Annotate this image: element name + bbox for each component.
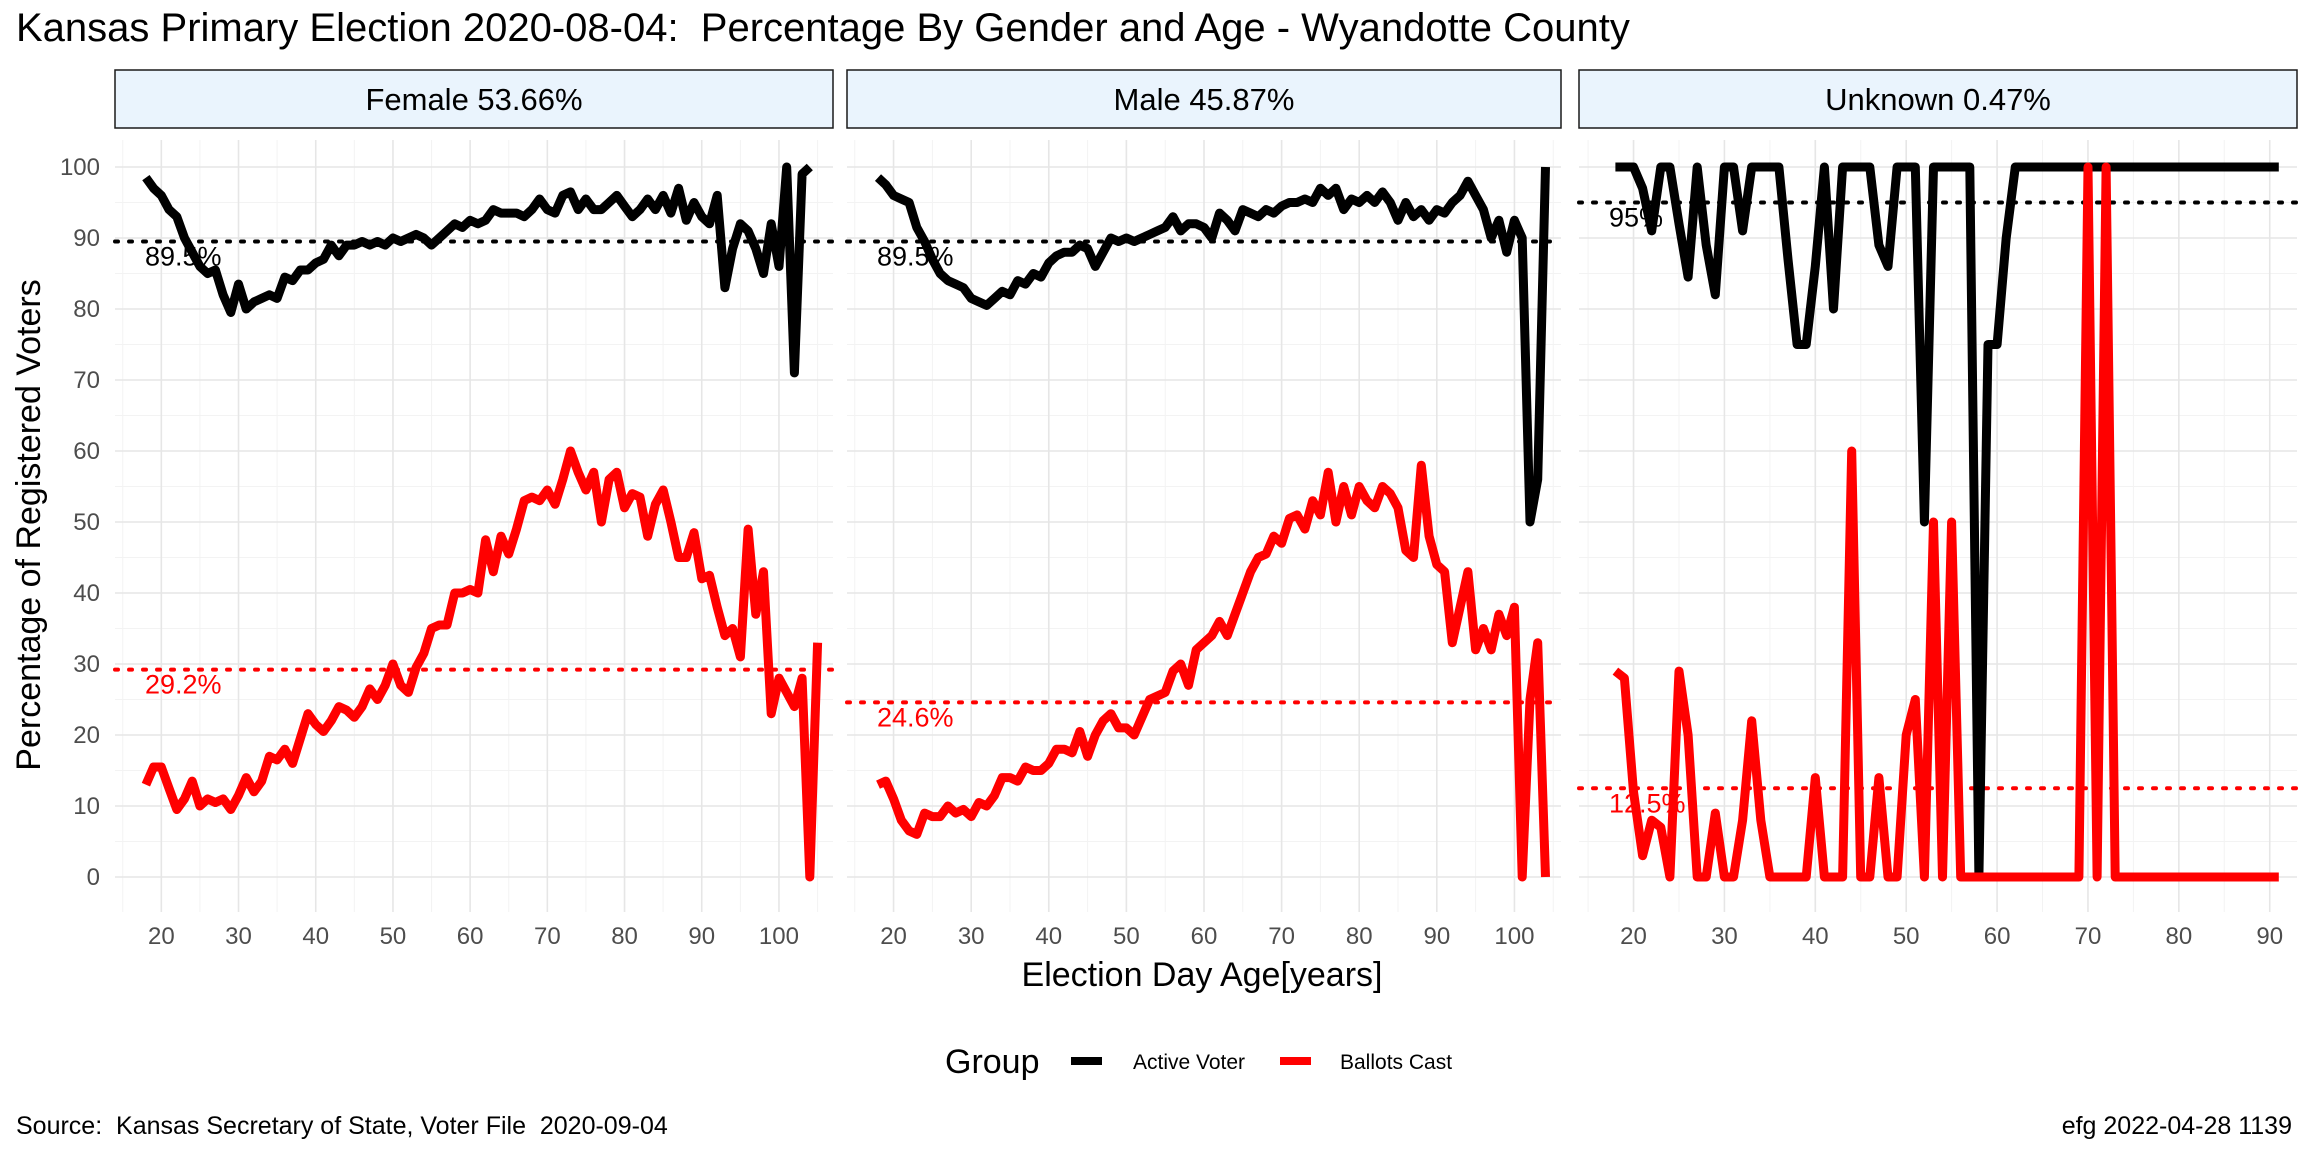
series-line-ballots-cast bbox=[141, 446, 823, 882]
x-tick-label: 20 bbox=[880, 923, 907, 950]
reference-line-label: 89.5% bbox=[877, 242, 954, 272]
chart-title: Kansas Primary Election 2020-08-04: Perc… bbox=[16, 6, 1630, 50]
facet-strip bbox=[846, 69, 1562, 129]
x-tick-label: 20 bbox=[148, 923, 175, 950]
series-line-active-voter bbox=[142, 162, 813, 378]
y-tick-label: 80 bbox=[73, 296, 100, 323]
x-tick-label: 90 bbox=[1423, 923, 1450, 950]
panel-female: Female 53.66% 20 30 40 50 60 70 80 90 100 89.5% 29.… bbox=[113, 69, 835, 950]
y-tick-label: 40 bbox=[73, 580, 100, 607]
x-axis-label: Election Day Age[years] bbox=[1022, 956, 1383, 994]
x-tick-label: 60 bbox=[1984, 923, 2011, 950]
x-tick-label: 30 bbox=[1711, 923, 1738, 950]
y-tick-label: 50 bbox=[73, 509, 100, 536]
series-line-active-voter bbox=[874, 166, 1550, 527]
y-tick-label: 20 bbox=[73, 722, 100, 749]
panel-male: Male 45.87% 20 30 40 50 60 70 80 90 100 89.5% 24.6% bbox=[845, 69, 1563, 950]
facet-strip bbox=[1578, 69, 2298, 129]
x-tick-label: 50 bbox=[1113, 923, 1140, 950]
source-note: Source: Kansas Secretary of State, Voter… bbox=[16, 1112, 668, 1140]
credit-note: efg 2022-04-28 1139 bbox=[2061, 1112, 2292, 1140]
y-axis-label: Percentage of Registered Voters bbox=[10, 279, 48, 770]
x-tick-label: 20 bbox=[1620, 923, 1647, 950]
legend-label-ballots-cast: Ballots Cast bbox=[1340, 1051, 1452, 1074]
series-line-ballots-cast bbox=[1612, 162, 2279, 882]
y-tick-label: 10 bbox=[73, 793, 100, 820]
x-tick-label: 70 bbox=[534, 923, 561, 950]
y-tick-label: 90 bbox=[73, 225, 100, 252]
y-tick-label: 30 bbox=[73, 651, 100, 678]
x-tick-label: 40 bbox=[302, 923, 329, 950]
legend: Group Active Voter Ballots Cast bbox=[945, 1043, 1452, 1081]
y-tick-label: 100 bbox=[60, 154, 100, 181]
reference-line-label: 29.2% bbox=[145, 670, 222, 700]
x-tick-label: 40 bbox=[1035, 923, 1062, 950]
x-tick-label: 80 bbox=[611, 923, 638, 950]
series-line-active-voter bbox=[1615, 162, 2279, 882]
reference-line-label: 24.6% bbox=[877, 702, 954, 732]
x-tick-label: 30 bbox=[958, 923, 985, 950]
x-tick-label: 100 bbox=[759, 923, 799, 950]
x-tick-label: 80 bbox=[2165, 923, 2192, 950]
reference-line-label: 89.5% bbox=[145, 242, 222, 272]
y-tick-label: 0 bbox=[87, 864, 100, 891]
x-tick-label: 60 bbox=[1191, 923, 1218, 950]
x-tick-label: 60 bbox=[457, 923, 484, 950]
y-axis-tick-labels: 0 10 20 30 40 50 60 70 80 90 100 bbox=[60, 154, 100, 891]
facet-strip-label: Unknown 0.47% bbox=[1825, 82, 2051, 117]
x-tick-label: 90 bbox=[688, 923, 715, 950]
facet-strip bbox=[114, 69, 834, 129]
x-tick-label: 70 bbox=[1268, 923, 1295, 950]
legend-title: Group bbox=[945, 1043, 1040, 1081]
x-tick-label: 80 bbox=[1346, 923, 1373, 950]
facet-strip-label: Male 45.87% bbox=[1114, 82, 1295, 117]
x-tick-label: 100 bbox=[1494, 923, 1534, 950]
x-tick-label: 90 bbox=[2256, 923, 2283, 950]
facet-strip-label: Female 53.66% bbox=[365, 82, 582, 117]
legend-label-active-voter: Active Voter bbox=[1133, 1051, 1245, 1074]
x-tick-label: 30 bbox=[225, 923, 252, 950]
y-tick-label: 60 bbox=[73, 438, 100, 465]
series-line-ballots-cast bbox=[876, 460, 1550, 882]
x-tick-label: 70 bbox=[2075, 923, 2102, 950]
x-tick-label: 50 bbox=[1893, 923, 1920, 950]
panels: Female 53.66% 20 30 40 50 60 70 80 90 100 89.5% 29.… bbox=[113, 69, 2299, 950]
x-tick-label: 50 bbox=[380, 923, 407, 950]
y-tick-label: 70 bbox=[73, 367, 100, 394]
x-tick-label: 40 bbox=[1802, 923, 1829, 950]
